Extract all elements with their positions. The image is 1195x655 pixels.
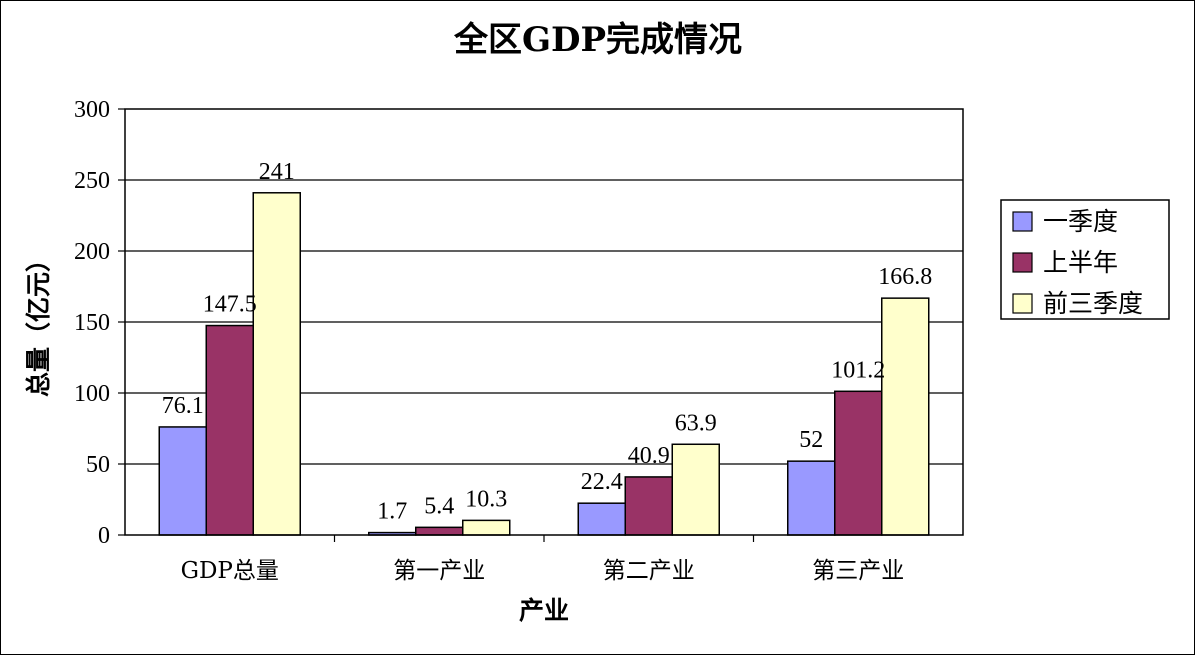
bar-2-0	[577, 502, 626, 536]
data-label-3-2: 166.8	[878, 264, 932, 290]
x-category-label-0: GDP总量	[181, 558, 279, 584]
data-label-3-1: 101.2	[831, 357, 885, 383]
bar-3-0	[787, 460, 836, 536]
data-label-2-0: 22.4	[581, 469, 623, 495]
legend-swatch-2	[1012, 293, 1033, 314]
data-label-0-0: 76.1	[162, 393, 204, 419]
data-label-1-0: 1.7	[377, 499, 407, 525]
legend-swatch-1	[1012, 252, 1033, 273]
data-label-0-1: 147.5	[203, 292, 257, 318]
data-label-2-1: 40.9	[628, 443, 670, 469]
x-category-label-1: 第一产业	[393, 558, 485, 584]
legend-label-0: 一季度	[1043, 207, 1118, 236]
x-axis-categories: GDP总量 第一产业 第二产业 第三产业	[181, 535, 904, 584]
y-axis-ticks: 0 50 100 150 200 250 300	[74, 97, 125, 549]
bar-1-1	[415, 526, 464, 536]
bar-3-2	[881, 297, 930, 536]
y-tick-label-0: 0	[98, 523, 110, 549]
data-label-2-2: 63.9	[675, 410, 717, 436]
y-axis-title: 总量（亿元）	[24, 247, 53, 397]
y-tick-label-3: 150	[74, 310, 110, 336]
data-label-0-2: 241	[259, 159, 295, 185]
bar-2-1	[624, 476, 673, 536]
x-category-label-2: 第二产业	[603, 558, 695, 584]
bar-3-1	[834, 390, 883, 536]
y-tick-label-2: 100	[74, 381, 110, 407]
bar-0-0	[158, 426, 207, 536]
y-tick-label-6: 300	[74, 97, 110, 123]
y-tick-label-1: 50	[86, 452, 110, 478]
data-label-3-0: 52	[799, 427, 823, 453]
x-category-label-3: 第三产业	[812, 558, 904, 584]
bars	[158, 192, 930, 536]
legend-swatch-0	[1012, 211, 1033, 232]
data-label-1-2: 10.3	[465, 486, 507, 512]
y-tick-label-5: 250	[74, 168, 110, 194]
data-labels: 76.1 147.5 241 1.7 5.4 10.3 22.440.963.9 52 101.…	[162, 159, 933, 525]
bar-0-1	[205, 324, 254, 536]
y-tick-label-4: 200	[74, 239, 110, 265]
bar-1-2	[462, 519, 511, 536]
legend-label-1: 上半年	[1043, 248, 1118, 277]
x-axis-title: 产业	[519, 596, 569, 625]
chart-title: 全区GDP完成情况	[453, 20, 742, 60]
bar-0-2	[252, 192, 301, 536]
legend-label-2: 前三季度	[1043, 289, 1143, 318]
data-label-1-1: 5.4	[424, 493, 454, 519]
bar-2-2	[671, 443, 720, 536]
